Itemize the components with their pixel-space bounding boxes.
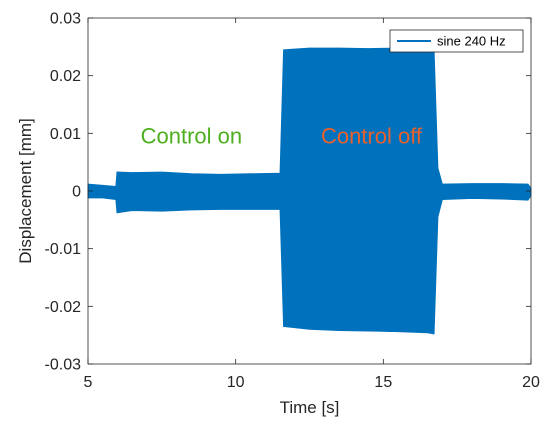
axis-ticks: 5 10 15 20 -0.03 -0.02 -0.01 0 0.01 0.02 0.03 <box>45 11 540 392</box>
y-tick-label: -0.02 <box>45 299 82 316</box>
legend-label: sine 240 Hz <box>437 34 506 49</box>
y-tick-label: 0.01 <box>50 126 81 143</box>
x-tick-label: 5 <box>84 374 93 391</box>
legend: sine 240 Hz <box>389 29 524 53</box>
x-tick-label: 20 <box>522 374 540 391</box>
plot-frame <box>87 17 532 365</box>
x-tick-label: 10 <box>227 374 245 391</box>
y-tick-label: -0.01 <box>45 241 82 258</box>
y-axis-label: Displacement [mm] <box>16 118 35 263</box>
x-tick-label: 15 <box>374 374 392 391</box>
y-tick-label: 0.02 <box>50 68 81 85</box>
y-tick-label: -0.03 <box>45 357 82 374</box>
y-tick-label: 0 <box>72 184 81 201</box>
legend-box <box>389 29 524 53</box>
annotations: Control on Control off <box>141 124 423 149</box>
annotation-control-off: Control off <box>321 124 423 149</box>
y-tick-label: 0.03 <box>50 11 81 28</box>
x-axis-label: Time [s] <box>280 398 340 417</box>
annotation-control-on: Control on <box>141 124 243 149</box>
